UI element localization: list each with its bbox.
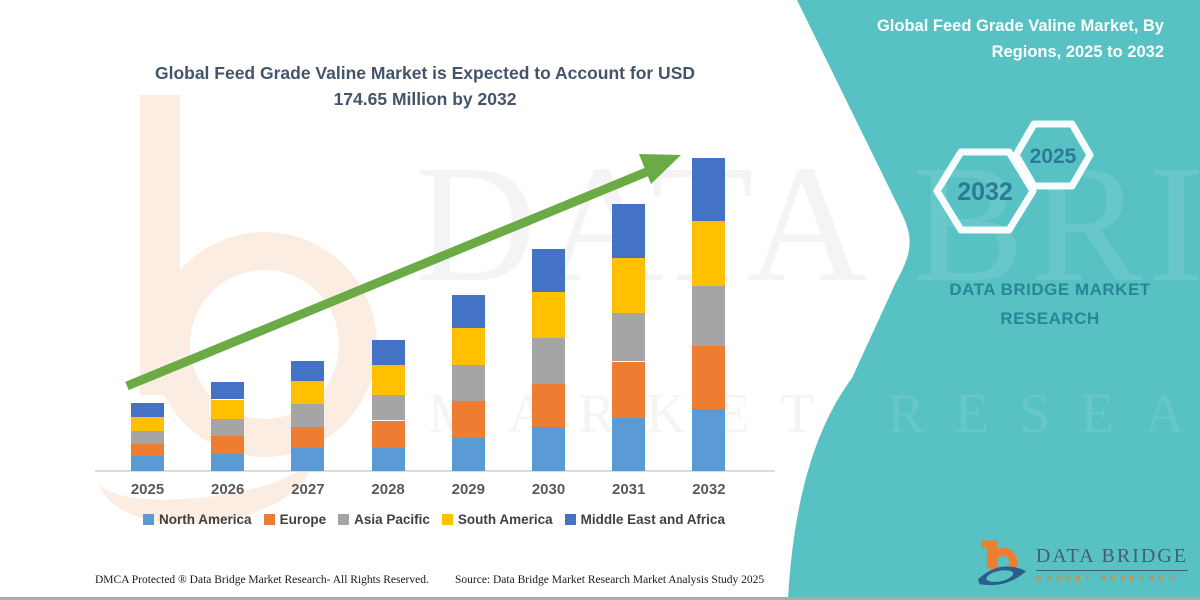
sidebar-brand-text: DATA BRIDGE MARKET RESEARCH (915, 276, 1185, 334)
bar-segment-south-america (291, 381, 325, 404)
bar-segment-north-america (131, 456, 164, 471)
legend-label: South America (457, 512, 553, 527)
x-axis-label: 2030 (531, 481, 566, 498)
hexagon-2032-label: 2032 (957, 178, 1013, 206)
hexagon-2025-label: 2025 (1030, 145, 1077, 168)
legend-item: Middle East and Africa (564, 512, 725, 527)
chart-title-line2: 174.65 Million by 2032 (333, 89, 517, 110)
sidebar-heading: Global Feed Grade Valine Market, By Regi… (794, 13, 1164, 66)
legend-label: Middle East and Africa (580, 512, 725, 527)
bar-segment-europe (371, 420, 405, 449)
bar-segment-middle-east-and-africa (451, 295, 485, 329)
logo-name: DATA BRIDGE (1035, 545, 1188, 571)
hexagon-2025 (1012, 120, 1094, 190)
hexagon-2032 (933, 148, 1037, 234)
bar-segment-south-america (612, 257, 646, 314)
bottom-border-line (0, 597, 1200, 600)
bar-segment-middle-east-and-africa (211, 381, 245, 400)
bar-segment-europe (211, 436, 245, 454)
trend-arrow-head (639, 154, 681, 184)
legend-label: Europe (279, 512, 327, 527)
bar-segment-north-america (612, 418, 646, 471)
bar-segment-asia-pacific (532, 338, 565, 385)
bar-segment-middle-east-and-africa (291, 360, 325, 382)
bar-segment-europe (291, 427, 325, 448)
bar-segment-middle-east-and-africa (131, 402, 164, 418)
x-axis-line (95, 470, 775, 472)
legend-swatch (263, 514, 275, 525)
databridge-logo-icon (978, 540, 1027, 586)
bar-segment-europe (692, 345, 726, 410)
legend-item: South America (441, 512, 553, 527)
bar-segment-asia-pacific (131, 430, 164, 444)
legend-label: Asia Pacific (354, 512, 430, 527)
legend-label: North America (159, 512, 252, 527)
bar-segment-north-america (692, 409, 726, 471)
x-axis-label: 2027 (291, 481, 325, 498)
bar-segment-europe (532, 384, 565, 427)
bar-segment-south-america (532, 292, 565, 339)
x-axis-label: 2025 (130, 481, 165, 498)
databridge-logo-text: DATA BRIDGE MARKET RESEARCH (1035, 545, 1188, 583)
bar-segment-middle-east-and-africa (612, 203, 646, 258)
x-axis-label: 2031 (612, 481, 646, 498)
sidebar-brand-line2: RESEARCH (1000, 308, 1100, 328)
bar-segment-europe (451, 401, 485, 438)
bar-segment-middle-east-and-africa (371, 339, 405, 366)
bar-segment-north-america (532, 426, 565, 471)
bar-segment-asia-pacific (211, 419, 245, 437)
bar-segment-asia-pacific (451, 364, 485, 402)
bar-segment-south-america (211, 399, 245, 420)
bar-segment-north-america (211, 454, 245, 471)
bar-segment-middle-east-and-africa (532, 249, 565, 293)
legend-swatch (338, 514, 350, 525)
bar-segment-south-america (692, 220, 726, 287)
bar-segment-asia-pacific (612, 313, 646, 362)
chart-title: Global Feed Grade Valine Market is Expec… (115, 60, 735, 113)
footer-dmca-text: DMCA Protected ® Data Bridge Market Rese… (95, 574, 429, 586)
legend-swatch (441, 514, 453, 525)
bar-segment-south-america (371, 365, 405, 395)
chart-legend: North America Europe Asia Pacific South Ame… (88, 512, 780, 527)
bar-segment-asia-pacific (291, 403, 325, 428)
sidebar-heading-line2: Regions, 2025 to 2032 (991, 43, 1164, 62)
x-axis-label: 2032 (692, 481, 726, 498)
x-axis-label: 2029 (451, 481, 485, 498)
logo-subtitle: MARKET RESEARCH (1035, 574, 1179, 583)
bar-segment-asia-pacific (692, 286, 726, 346)
legend-item: North America (143, 512, 252, 527)
footer-source-text: Source: Data Bridge Market Research Mark… (455, 574, 765, 586)
bar-segment-north-america (451, 437, 485, 471)
bar-segment-europe (612, 361, 646, 418)
sidebar-brand-line1: DATA BRIDGE MARKET (949, 280, 1151, 299)
legend-swatch (143, 514, 155, 525)
bar-segment-middle-east-and-africa (692, 158, 726, 221)
sidebar-heading-line1: Global Feed Grade Valine Market, By (876, 17, 1164, 35)
chart-title-line1: Global Feed Grade Valine Market is Expec… (154, 63, 696, 83)
bar-segment-north-america (291, 447, 325, 471)
legend-swatch (564, 514, 576, 525)
trend-arrow-shaft (125, 166, 651, 391)
bar-segment-asia-pacific (371, 395, 405, 421)
bar-segment-north-america (371, 448, 405, 471)
legend-item: Asia Pacific (338, 512, 430, 527)
x-axis-label: 2026 (211, 481, 245, 498)
bar-segment-europe (131, 443, 164, 457)
bar-segment-south-america (451, 328, 485, 365)
x-axis-label: 2028 (371, 481, 405, 498)
bar-segment-south-america (131, 417, 164, 431)
databridge-logo: DATA BRIDGE MARKET RESEARCH (978, 533, 1188, 595)
legend-item: Europe (263, 512, 327, 527)
